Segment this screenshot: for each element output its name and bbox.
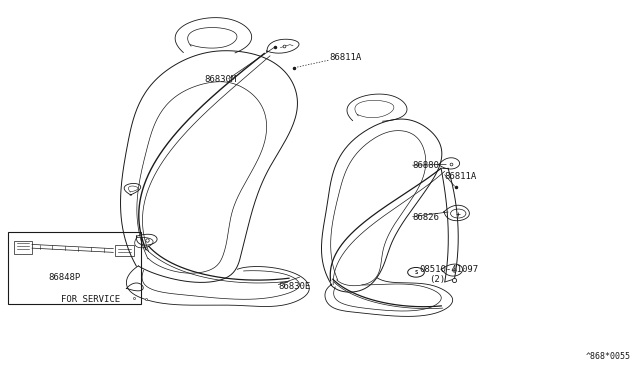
Text: 86811A: 86811A [330, 53, 362, 62]
Text: 86811A: 86811A [445, 172, 477, 181]
Text: ^868*0055: ^868*0055 [586, 352, 630, 361]
Bar [115, 245, 134, 256]
Text: FOR SERVICE: FOR SERVICE [61, 295, 120, 304]
Text: 86830E: 86830E [278, 282, 310, 291]
Text: 86826: 86826 [413, 213, 440, 222]
Text: (2): (2) [429, 275, 445, 284]
Text: S: S [414, 270, 418, 275]
Text: 86880: 86880 [413, 161, 440, 170]
Text: 86830M: 86830M [205, 76, 237, 84]
Bar [8, 232, 141, 304]
Text: 86848P: 86848P [48, 273, 80, 282]
Bar [14, 241, 32, 254]
Text: 08510-41097: 08510-41097 [419, 265, 478, 274]
